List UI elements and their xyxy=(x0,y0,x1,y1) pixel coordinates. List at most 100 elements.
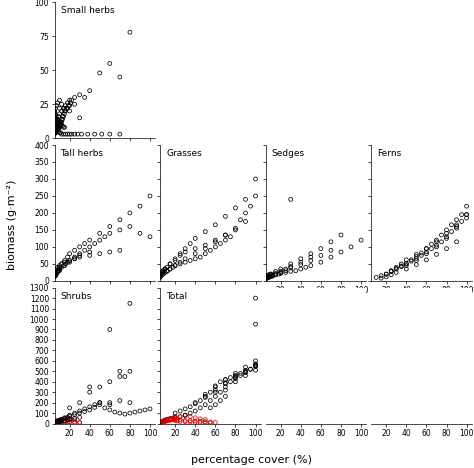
Point xyxy=(169,415,177,423)
Text: Ferns: Ferns xyxy=(377,149,401,158)
Point xyxy=(56,418,64,425)
Point xyxy=(169,414,177,422)
Point xyxy=(56,418,64,426)
Point xyxy=(51,271,58,278)
Point xyxy=(182,411,189,419)
Point xyxy=(246,202,254,210)
Point xyxy=(66,415,73,423)
Point xyxy=(48,102,55,110)
Point xyxy=(50,107,57,115)
Point xyxy=(51,419,58,426)
Point xyxy=(191,245,199,252)
Point xyxy=(412,255,420,262)
Point xyxy=(86,243,93,251)
Point xyxy=(66,418,73,425)
Point xyxy=(458,211,465,219)
Point xyxy=(68,416,75,423)
Point xyxy=(61,258,68,266)
Point xyxy=(64,415,72,422)
Point xyxy=(297,255,305,263)
Point xyxy=(412,257,420,264)
Point xyxy=(54,99,61,107)
Point xyxy=(453,223,460,230)
Point xyxy=(146,192,154,200)
Point xyxy=(272,268,280,275)
Point xyxy=(423,245,430,252)
Text: Small herbs: Small herbs xyxy=(61,7,114,15)
Point xyxy=(66,107,73,115)
Point xyxy=(55,118,62,125)
Point xyxy=(191,407,199,415)
Point xyxy=(84,131,91,138)
Point xyxy=(211,393,219,400)
Point xyxy=(182,258,189,266)
Point xyxy=(53,125,60,132)
Point xyxy=(106,248,114,256)
Point xyxy=(106,60,114,67)
Point xyxy=(433,238,440,246)
Point xyxy=(61,417,68,424)
Point xyxy=(463,211,470,219)
Point xyxy=(50,110,57,117)
Point xyxy=(163,416,171,424)
Point xyxy=(242,366,249,374)
Point xyxy=(242,209,249,217)
Point xyxy=(302,263,310,271)
Point xyxy=(191,418,199,426)
Point xyxy=(277,268,284,275)
Point xyxy=(156,272,164,279)
Point xyxy=(56,418,64,425)
Point xyxy=(176,413,184,420)
Point xyxy=(398,263,405,271)
Point xyxy=(317,252,325,259)
Point xyxy=(54,418,61,426)
Point xyxy=(287,264,294,272)
Point xyxy=(267,271,274,278)
Point xyxy=(176,258,184,266)
Point xyxy=(96,399,103,406)
Point xyxy=(159,267,167,274)
Point xyxy=(49,128,56,135)
Point xyxy=(60,113,67,120)
Point xyxy=(201,418,209,425)
Point xyxy=(387,267,395,274)
Point xyxy=(423,245,430,252)
Point xyxy=(116,373,124,380)
Point xyxy=(48,132,55,139)
Point xyxy=(56,263,64,271)
Point xyxy=(269,272,276,280)
Point xyxy=(58,121,65,128)
Point xyxy=(76,252,83,259)
Point xyxy=(50,107,57,115)
Point xyxy=(66,257,73,264)
Point xyxy=(60,262,67,270)
Point xyxy=(161,265,169,273)
Point xyxy=(169,415,177,422)
Point xyxy=(232,378,239,386)
Point xyxy=(55,128,62,135)
Point xyxy=(60,124,67,131)
Point xyxy=(49,273,56,280)
Point xyxy=(61,417,68,424)
Point xyxy=(62,415,69,423)
Point xyxy=(383,273,390,280)
Point xyxy=(61,262,68,270)
Point xyxy=(52,418,59,426)
Point xyxy=(48,274,55,281)
Point xyxy=(277,270,284,277)
Point xyxy=(53,417,60,424)
Point xyxy=(61,415,68,422)
Point xyxy=(49,129,56,137)
Point xyxy=(201,250,209,257)
Point xyxy=(86,252,93,259)
Point xyxy=(50,99,57,107)
Point xyxy=(52,272,59,279)
Point xyxy=(54,419,61,426)
Point xyxy=(171,417,179,424)
Point xyxy=(159,271,167,278)
Point xyxy=(159,418,167,425)
Point xyxy=(277,265,284,273)
Point xyxy=(86,236,93,244)
Point xyxy=(50,113,57,120)
Point xyxy=(61,110,68,117)
